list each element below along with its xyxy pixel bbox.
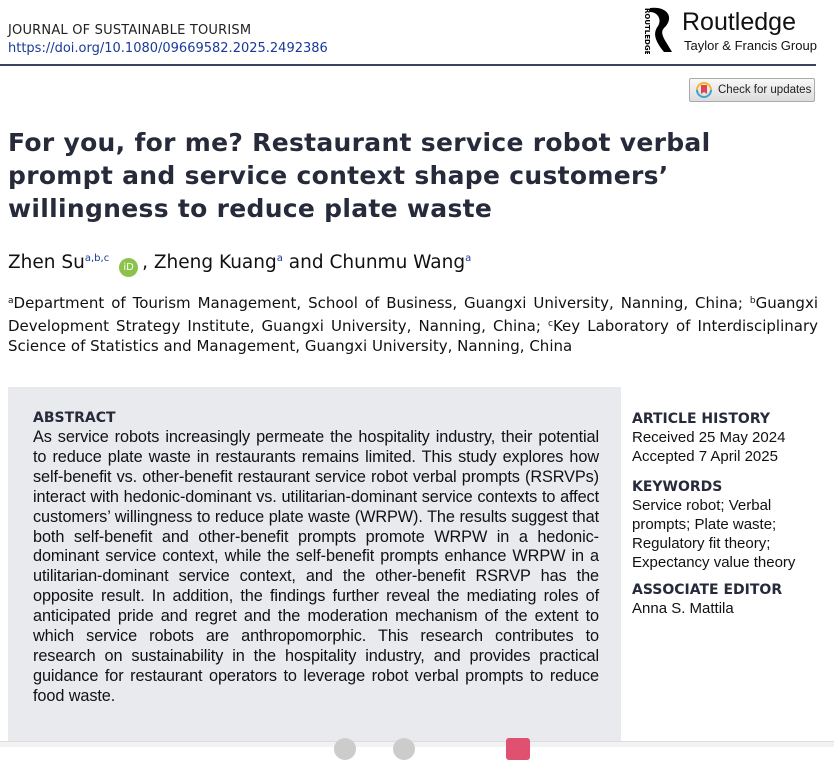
keywords-list: Service robot; Verbal prompts; Plate was… bbox=[632, 497, 796, 571]
article-history: ARTICLE HISTORY Received 25 May 2024 Acc… bbox=[632, 410, 832, 466]
toolbar-button[interactable] bbox=[393, 738, 415, 760]
check-for-updates-button[interactable]: Check for updates bbox=[689, 78, 815, 102]
affiliation-sup: c bbox=[547, 318, 553, 329]
header-rule bbox=[0, 64, 816, 66]
received-date: Received 25 May 2024 bbox=[632, 429, 786, 446]
abstract-text: As service robots increasingly permeate … bbox=[33, 428, 599, 705]
abstract-heading: ABSTRACT bbox=[33, 410, 116, 426]
affiliations: aDepartment of Tourism Management, Schoo… bbox=[8, 291, 818, 357]
author-list: Zhen Sua,b,c iD, Zheng Kuanga and Chunmu… bbox=[8, 252, 471, 277]
routledge-logo-icon: ROUTLEDGE bbox=[643, 7, 672, 54]
accepted-date: Accepted 7 April 2025 bbox=[632, 448, 778, 465]
author-name: Zhen Su bbox=[8, 252, 85, 273]
journal-name: JOURNAL OF SUSTAINABLE TOURISM bbox=[8, 23, 252, 38]
keywords: KEYWORDS Service robot; Verbal prompts; … bbox=[632, 478, 817, 572]
author-separator: and bbox=[282, 252, 330, 273]
author-name: Zheng Kuang bbox=[153, 252, 277, 273]
affiliation: Key Laboratory of Interdisciplinary Scie… bbox=[8, 316, 818, 356]
author-name: Chunmu Wang bbox=[329, 252, 466, 273]
viewer-toolbar bbox=[0, 741, 834, 747]
check-for-updates-label: Check for updates bbox=[718, 84, 812, 96]
paper-title: For you, for me? Restaurant service robo… bbox=[8, 128, 711, 223]
toolbar-button[interactable] bbox=[506, 738, 530, 760]
affiliation: Department of Tourism Management, School… bbox=[13, 294, 750, 312]
associate-editor-name: Anna S. Mattila bbox=[632, 600, 734, 617]
affiliation: Guangxi Development Strategy Institute, … bbox=[8, 294, 818, 335]
author-affiliation-sup[interactable]: a,b,c bbox=[84, 253, 110, 264]
article-history-heading: ARTICLE HISTORY bbox=[632, 411, 770, 427]
publisher-logo: ROUTLEDGE Routledge Taylor & Francis Gro… bbox=[636, 6, 826, 56]
affiliation-sup: a bbox=[8, 296, 14, 306]
affiliation-sup: b bbox=[749, 296, 756, 306]
author-affiliation-sup[interactable]: a bbox=[465, 253, 472, 264]
doi-link[interactable]: https://doi.org/10.1080/09669582.2025.24… bbox=[8, 41, 328, 56]
associate-editor-heading: ASSOCIATE EDITOR bbox=[632, 582, 783, 598]
publisher-name: Routledge bbox=[682, 8, 796, 36]
keywords-heading: KEYWORDS bbox=[632, 479, 723, 495]
associate-editor: ASSOCIATE EDITOR Anna S. Mattila bbox=[632, 581, 832, 618]
toolbar-button[interactable] bbox=[334, 738, 356, 760]
author-separator: , bbox=[142, 252, 154, 273]
svg-text:ROUTLEDGE: ROUTLEDGE bbox=[643, 8, 651, 54]
publisher-group: Taylor & Francis Group bbox=[684, 38, 817, 53]
orcid-icon[interactable]: iD bbox=[119, 258, 139, 277]
abstract-box bbox=[8, 387, 621, 747]
crossmark-icon bbox=[696, 82, 712, 98]
author-affiliation-sup[interactable]: a bbox=[276, 253, 283, 264]
